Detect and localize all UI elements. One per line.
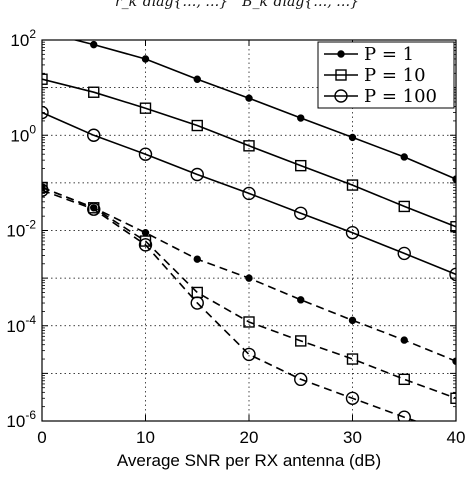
data-point-s2-1 xyxy=(87,128,101,142)
data-point-s1-6 xyxy=(346,179,359,191)
data-point-s1-7 xyxy=(398,200,410,213)
marker-layer xyxy=(39,28,456,421)
y-tick-base: 10 xyxy=(10,126,29,145)
data-point-s5-5 xyxy=(294,372,308,387)
data-point-s5-2 xyxy=(138,238,153,252)
data-point-s2-0 xyxy=(42,105,49,120)
data-point-s4-7 xyxy=(398,373,410,386)
data-point-s2-6 xyxy=(345,225,360,240)
y-tick-exponent: 0 xyxy=(29,122,36,136)
data-point-s3-2 xyxy=(141,228,150,237)
legend-marker-1 xyxy=(335,69,347,81)
data-point-s2-2 xyxy=(138,147,153,161)
data-point-s1-3 xyxy=(191,119,203,132)
x-tick-label: 10 xyxy=(136,428,155,447)
data-point-s2-5 xyxy=(294,206,308,220)
data-point-s5-1 xyxy=(87,202,101,216)
data-point-s5-6 xyxy=(345,391,360,405)
series-line-4 xyxy=(42,186,456,400)
data-point-s3-7 xyxy=(400,336,408,344)
x-tick-label: 20 xyxy=(240,428,259,447)
data-point-s2-8 xyxy=(449,267,456,282)
x-tick-label: 30 xyxy=(343,428,362,447)
y-tick-exponent: -4 xyxy=(25,313,36,327)
data-point-s5-7 xyxy=(397,410,411,421)
data-point-s3-4 xyxy=(245,274,253,282)
series-line-2 xyxy=(42,111,456,276)
y-tick-base: 10 xyxy=(6,317,25,336)
y-tick-label: 102 xyxy=(10,27,36,50)
data-point-s1-1 xyxy=(88,86,100,98)
legend-label-1: P = 10 xyxy=(364,65,426,86)
data-point-s1-0 xyxy=(42,73,48,85)
data-point-s5-0 xyxy=(42,183,49,197)
data-point-s1-4 xyxy=(243,140,255,152)
x-axis-label: Average SNR per RX antenna (dB) xyxy=(117,451,381,470)
y-tick-label: 10-6 xyxy=(6,408,36,431)
data-point-s0-3 xyxy=(193,75,201,83)
legend-marker-2 xyxy=(334,89,348,103)
data-point-s4-4 xyxy=(243,316,255,328)
legend-marker-0 xyxy=(337,50,345,58)
x-tick-label: 0 xyxy=(37,428,46,447)
data-point-s1-8 xyxy=(450,221,456,233)
y-tick-label: 100 xyxy=(10,122,36,145)
data-point-s0-0 xyxy=(39,28,45,34)
y-tick-base: 10 xyxy=(10,31,29,50)
data-point-s1-2 xyxy=(139,102,152,114)
figure-caption-fragment: r_k diag{…, …} B_k diag{…, …} xyxy=(114,0,360,10)
x-tick-label: 40 xyxy=(447,428,466,447)
y-tick-exponent: -6 xyxy=(25,408,36,422)
data-point-s4-6 xyxy=(346,353,359,365)
data-point-s0-4 xyxy=(245,94,253,102)
y-tick-base: 10 xyxy=(6,412,25,431)
legend-label-2: P = 100 xyxy=(364,86,437,107)
data-point-s3-3 xyxy=(193,255,201,263)
series-line-1 xyxy=(42,78,456,228)
series-line-5 xyxy=(42,189,418,421)
data-point-s1-5 xyxy=(295,159,307,172)
data-point-s5-3 xyxy=(190,296,204,310)
y-tick-exponent: 2 xyxy=(29,27,36,41)
data-point-s3-1 xyxy=(90,204,98,212)
data-point-s3-6 xyxy=(348,316,357,325)
data-point-s0-6 xyxy=(348,133,357,142)
data-point-s0-1 xyxy=(90,40,98,49)
legend: P = 1P = 10P = 100 xyxy=(317,41,455,109)
data-point-s0-2 xyxy=(141,55,150,63)
data-point-s2-7 xyxy=(397,246,411,261)
data-point-s2-3 xyxy=(190,167,204,182)
y-tick-exponent: -2 xyxy=(25,218,36,232)
y-tick-label: 10-4 xyxy=(6,313,36,336)
data-point-s0-5 xyxy=(297,114,305,122)
y-tick-label: 10-2 xyxy=(6,218,36,241)
data-point-s0-7 xyxy=(400,153,408,161)
data-point-s3-5 xyxy=(297,296,305,304)
legend-label-0: P = 1 xyxy=(364,44,414,65)
data-point-s5-4 xyxy=(242,347,256,362)
data-point-s2-4 xyxy=(242,186,256,201)
data-point-s4-8 xyxy=(450,392,456,404)
y-tick-base: 10 xyxy=(6,222,25,241)
data-point-s4-5 xyxy=(295,335,307,347)
